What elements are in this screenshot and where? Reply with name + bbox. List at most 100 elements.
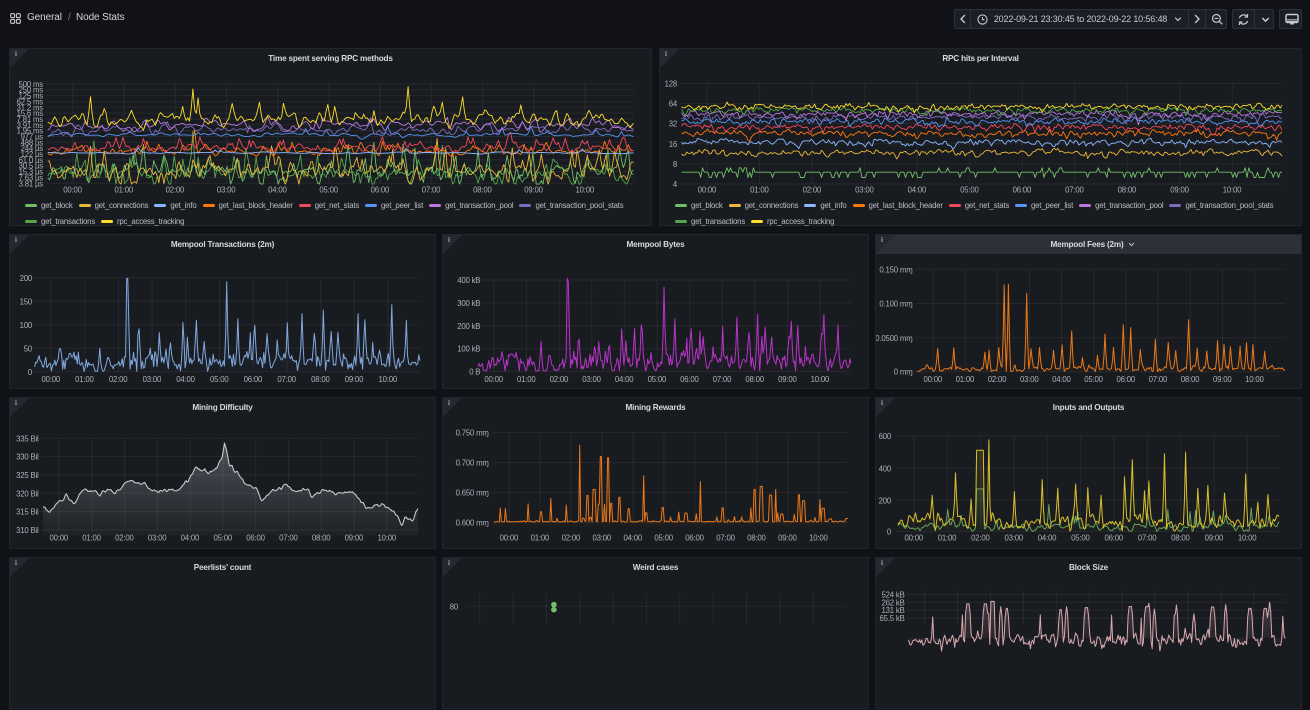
svg-text:315 Bil: 315 Bil — [16, 508, 39, 517]
svg-text:01:00: 01:00 — [517, 375, 536, 384]
svg-text:02:00: 02:00 — [971, 534, 990, 543]
svg-text:00:00: 00:00 — [698, 186, 717, 195]
svg-text:00:00: 00:00 — [41, 375, 60, 384]
svg-text:320 Bil: 320 Bil — [16, 489, 39, 498]
svg-text:10:00: 10:00 — [575, 186, 594, 195]
svg-text:05:00: 05:00 — [648, 375, 667, 384]
svg-text:06:00: 06:00 — [1013, 186, 1032, 195]
svg-text:0: 0 — [887, 528, 892, 537]
svg-text:125 ms: 125 ms — [19, 92, 44, 101]
svg-text:335 Bil: 335 Bil — [16, 434, 39, 443]
svg-text:0: 0 — [28, 368, 33, 377]
svg-text:04:00: 04:00 — [615, 375, 634, 384]
svg-text:08:00: 08:00 — [312, 534, 331, 543]
svg-text:128: 128 — [665, 80, 677, 89]
svg-text:05:00: 05:00 — [1084, 375, 1103, 384]
svg-text:80: 80 — [450, 602, 459, 611]
svg-text:00:00: 00:00 — [904, 534, 923, 543]
svg-text:10:00: 10:00 — [809, 534, 828, 543]
svg-text:07:00: 07:00 — [279, 534, 298, 543]
svg-text:03:00: 03:00 — [1020, 375, 1039, 384]
svg-text:02:00: 02:00 — [166, 186, 185, 195]
svg-text:04:00: 04:00 — [268, 186, 287, 195]
svg-text:250 ms: 250 ms — [19, 86, 44, 95]
svg-text:07:00: 07:00 — [277, 375, 296, 384]
svg-text:09:00: 09:00 — [1213, 375, 1232, 384]
svg-text:01:00: 01:00 — [531, 534, 550, 543]
svg-text:0.700 mɱ: 0.700 mɱ — [456, 459, 489, 468]
svg-text:07:00: 07:00 — [1138, 534, 1157, 543]
svg-text:03:00: 03:00 — [148, 534, 167, 543]
svg-text:02:00: 02:00 — [988, 375, 1007, 384]
svg-text:64: 64 — [669, 100, 678, 109]
svg-text:62.5 ms: 62.5 ms — [17, 97, 44, 106]
svg-text:10:00: 10:00 — [1245, 375, 1264, 384]
svg-text:00:00: 00:00 — [500, 534, 519, 543]
svg-text:01:00: 01:00 — [750, 186, 769, 195]
svg-text:08:00: 08:00 — [747, 534, 766, 543]
svg-text:15.6 ms: 15.6 ms — [17, 109, 44, 118]
svg-text:0 mɱ: 0 mɱ — [894, 368, 913, 377]
svg-text:7.63 µs: 7.63 µs — [19, 173, 44, 182]
svg-text:02:00: 02:00 — [562, 534, 581, 543]
svg-text:06:00: 06:00 — [1104, 534, 1123, 543]
svg-text:03:00: 03:00 — [855, 186, 874, 195]
svg-text:01:00: 01:00 — [114, 186, 133, 195]
svg-text:00:00: 00:00 — [49, 534, 68, 543]
svg-text:400 kB: 400 kB — [457, 276, 480, 285]
svg-text:310 Bil: 310 Bil — [16, 526, 39, 535]
svg-text:15.3 µs: 15.3 µs — [19, 168, 44, 177]
svg-text:09:00: 09:00 — [1205, 534, 1224, 543]
svg-text:0 B: 0 B — [469, 368, 480, 377]
svg-text:09:00: 09:00 — [524, 186, 543, 195]
svg-text:50: 50 — [24, 344, 33, 353]
svg-text:04:00: 04:00 — [1038, 534, 1057, 543]
svg-text:08:00: 08:00 — [473, 186, 492, 195]
svg-text:150: 150 — [20, 297, 33, 306]
svg-text:10:00: 10:00 — [1223, 186, 1242, 195]
svg-text:08:00: 08:00 — [1181, 375, 1200, 384]
svg-text:131 kB: 131 kB — [882, 606, 905, 615]
svg-text:8: 8 — [673, 160, 677, 169]
svg-text:00:00: 00:00 — [63, 186, 82, 195]
svg-text:09:00: 09:00 — [778, 375, 797, 384]
svg-text:330 Bil: 330 Bil — [16, 453, 39, 462]
svg-text:0.600 mɱ: 0.600 mɱ — [456, 518, 489, 527]
svg-text:01:00: 01:00 — [82, 534, 101, 543]
svg-text:10:00: 10:00 — [377, 534, 396, 543]
svg-text:06:00: 06:00 — [685, 534, 704, 543]
svg-text:10:00: 10:00 — [378, 375, 397, 384]
svg-text:06:00: 06:00 — [246, 534, 265, 543]
svg-text:02:00: 02:00 — [115, 534, 134, 543]
svg-text:03:00: 03:00 — [592, 534, 611, 543]
svg-text:05:00: 05:00 — [319, 186, 338, 195]
svg-text:03:00: 03:00 — [143, 375, 162, 384]
svg-text:400: 400 — [879, 464, 892, 473]
svg-text:08:00: 08:00 — [311, 375, 330, 384]
svg-text:06:00: 06:00 — [244, 375, 263, 384]
svg-text:262 kB: 262 kB — [882, 598, 905, 607]
svg-text:32: 32 — [669, 120, 677, 129]
svg-text:06:00: 06:00 — [680, 375, 699, 384]
svg-text:4: 4 — [673, 180, 678, 189]
svg-text:0.150 mɱ: 0.150 mɱ — [879, 265, 912, 274]
svg-text:06:00: 06:00 — [1116, 375, 1135, 384]
svg-text:04:00: 04:00 — [1052, 375, 1071, 384]
svg-text:03:00: 03:00 — [1004, 534, 1023, 543]
svg-text:524 kB: 524 kB — [882, 591, 905, 600]
svg-text:01:00: 01:00 — [75, 375, 94, 384]
svg-text:06:00: 06:00 — [371, 186, 390, 195]
svg-text:05:00: 05:00 — [210, 375, 229, 384]
svg-text:02:00: 02:00 — [550, 375, 569, 384]
svg-text:0.650 mɱ: 0.650 mɱ — [456, 488, 489, 497]
svg-text:09:00: 09:00 — [1170, 186, 1189, 195]
svg-text:3.91 ms: 3.91 ms — [17, 121, 44, 130]
svg-text:00:00: 00:00 — [484, 375, 503, 384]
svg-text:07:00: 07:00 — [716, 534, 735, 543]
svg-text:300 kB: 300 kB — [457, 299, 480, 308]
svg-text:16: 16 — [669, 140, 677, 149]
svg-text:03:00: 03:00 — [217, 186, 236, 195]
svg-text:05:00: 05:00 — [213, 534, 232, 543]
svg-text:500 ms: 500 ms — [19, 80, 44, 89]
svg-text:09:00: 09:00 — [345, 375, 364, 384]
